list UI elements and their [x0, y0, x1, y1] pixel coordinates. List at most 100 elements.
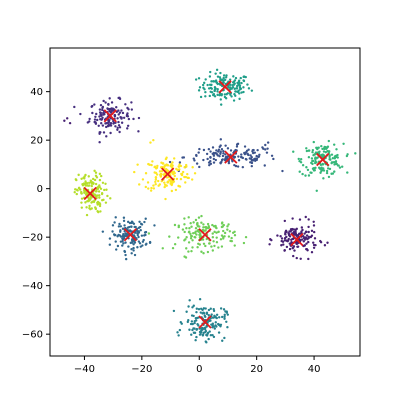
- data-point: [211, 146, 215, 149]
- data-point: [261, 146, 264, 149]
- data-point: [94, 190, 98, 193]
- data-point: [219, 162, 222, 165]
- data-point: [94, 115, 97, 118]
- data-point: [327, 175, 331, 179]
- data-point: [98, 202, 102, 206]
- data-point: [304, 174, 307, 177]
- data-point: [242, 75, 246, 78]
- data-point: [93, 118, 97, 121]
- data-point: [198, 165, 201, 169]
- data-point: [136, 246, 139, 249]
- data-point: [173, 157, 176, 160]
- data-point: [298, 232, 302, 235]
- data-point: [179, 177, 183, 181]
- data-point: [222, 74, 226, 77]
- data-point: [168, 178, 171, 182]
- data-point: [149, 189, 153, 192]
- data-point: [214, 321, 217, 324]
- data-point: [272, 157, 275, 161]
- data-point: [157, 179, 160, 183]
- data-point: [318, 166, 321, 169]
- data-point: [220, 225, 224, 229]
- x-tick-label: −40: [74, 364, 95, 375]
- data-point: [238, 84, 242, 87]
- data-point: [213, 327, 216, 330]
- data-point: [139, 245, 142, 248]
- data-point: [213, 314, 216, 318]
- data-point: [233, 156, 236, 159]
- data-point: [202, 307, 206, 310]
- cluster-center-marker: [123, 228, 138, 242]
- data-point: [204, 229, 207, 232]
- data-point: [198, 233, 201, 237]
- data-point: [233, 230, 236, 233]
- data-point: [88, 204, 91, 208]
- data-point: [206, 157, 209, 161]
- data-point: [310, 234, 314, 237]
- data-point: [98, 196, 101, 199]
- data-point: [224, 153, 227, 156]
- data-point: [144, 233, 147, 237]
- data-point: [269, 238, 272, 241]
- data-point: [311, 148, 315, 152]
- data-point: [98, 115, 101, 118]
- data-point: [90, 201, 93, 204]
- data-point: [137, 130, 140, 133]
- data-point: [100, 174, 103, 178]
- data-point: [173, 174, 176, 178]
- data-point: [124, 257, 128, 261]
- data-point: [313, 169, 316, 172]
- data-point: [193, 231, 197, 235]
- data-point: [146, 181, 150, 184]
- center-cross-stroke: [218, 80, 232, 94]
- data-point: [220, 148, 224, 151]
- data-point: [92, 192, 95, 196]
- data-point: [305, 149, 309, 153]
- data-point: [128, 221, 132, 225]
- data-point: [99, 187, 103, 190]
- data-point: [192, 232, 195, 235]
- data-point: [291, 237, 295, 241]
- data-point: [282, 243, 285, 246]
- data-point: [77, 186, 81, 190]
- data-point: [299, 257, 302, 260]
- data-point: [208, 75, 212, 78]
- data-point: [204, 307, 207, 310]
- data-point: [212, 80, 215, 83]
- data-point: [306, 168, 310, 172]
- data-point: [177, 334, 180, 337]
- data-point: [132, 234, 136, 237]
- data-point: [219, 103, 223, 106]
- data-point: [107, 123, 110, 127]
- data-point: [190, 234, 194, 238]
- data-point: [178, 328, 182, 332]
- data-point: [215, 149, 218, 152]
- data-point: [285, 239, 289, 242]
- y-tick-label: −40: [22, 281, 43, 292]
- data-point: [122, 242, 125, 245]
- data-point: [301, 172, 304, 176]
- data-point: [202, 158, 205, 162]
- data-point: [171, 170, 174, 174]
- data-point: [210, 80, 213, 83]
- data-point: [241, 165, 245, 169]
- data-point: [201, 334, 205, 337]
- data-point: [131, 221, 134, 224]
- data-point: [98, 111, 102, 114]
- data-point: [293, 231, 296, 234]
- data-point: [307, 174, 311, 177]
- data-point: [320, 166, 323, 169]
- y-tick-label: 20: [30, 136, 43, 147]
- data-point: [228, 78, 232, 81]
- data-point: [311, 159, 315, 163]
- data-point: [215, 236, 218, 239]
- data-point: [203, 81, 206, 85]
- data-point: [263, 164, 266, 167]
- data-point: [312, 220, 315, 223]
- data-point: [198, 147, 201, 151]
- data-point: [200, 214, 203, 218]
- data-point: [246, 83, 249, 86]
- data-point: [139, 222, 143, 226]
- data-point: [88, 197, 91, 200]
- data-point: [307, 218, 310, 221]
